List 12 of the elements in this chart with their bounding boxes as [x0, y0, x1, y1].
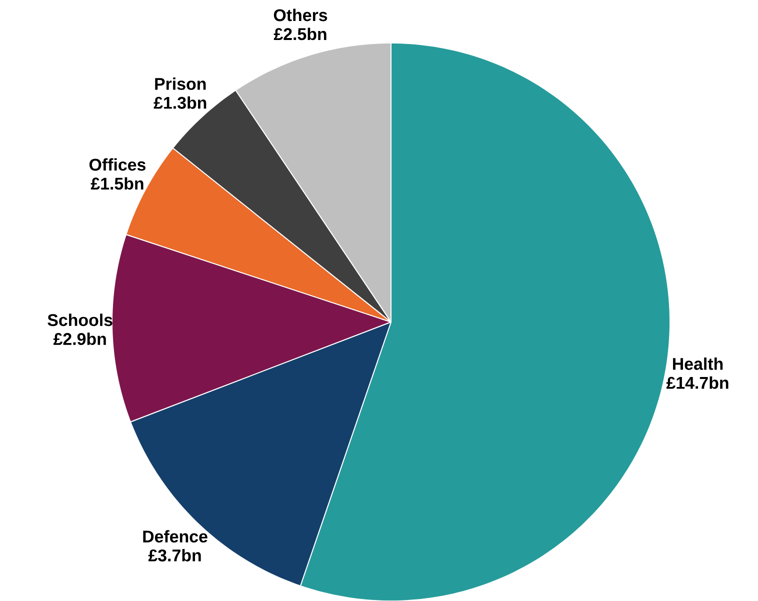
data-label: £1.3bn	[154, 96, 206, 109]
data-label: £3.7bn	[148, 549, 201, 562]
data-label: £2.9bn	[53, 332, 106, 346]
data-label: £1.5bn	[90, 177, 144, 190]
data-label: £14.7bn	[666, 376, 728, 389]
data-label: £2.5bn	[274, 28, 326, 40]
slice-label: Defence	[143, 530, 208, 543]
slice-label: Schools	[48, 314, 112, 326]
slice-label: Offices	[89, 158, 146, 171]
slice-label: Health	[673, 358, 723, 370]
slice-label: Prison	[155, 77, 206, 90]
slice-label: Others	[274, 8, 328, 22]
